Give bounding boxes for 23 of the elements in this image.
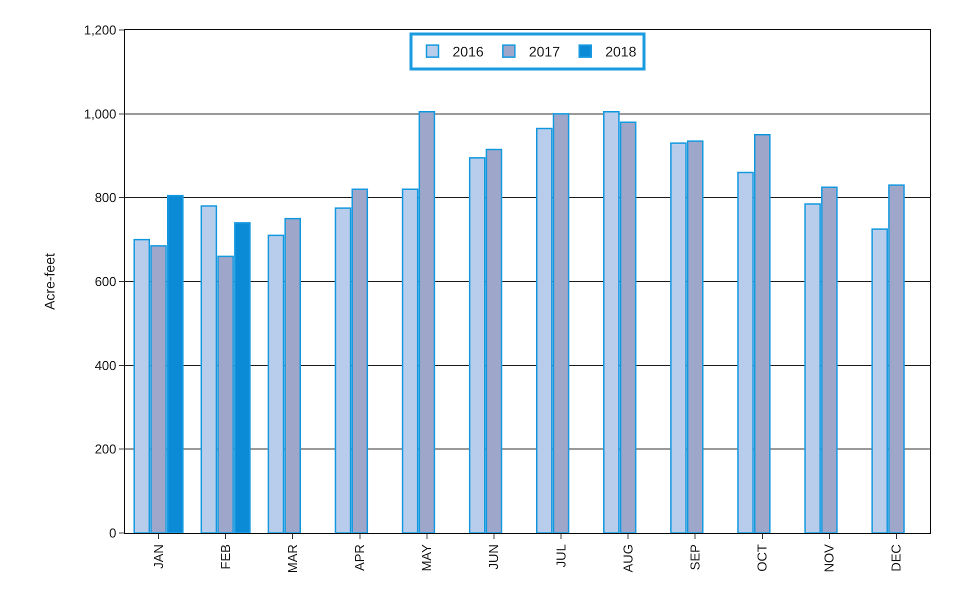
y-axis-title: Acre-feet (41, 252, 58, 310)
y-tick-label: 1,000 (84, 106, 116, 122)
x-tick-label: AUG (620, 544, 636, 572)
legend-label: 2016 (452, 44, 484, 60)
legend-label: 2017 (528, 44, 560, 60)
y-tick-label: 0 (109, 526, 116, 541)
x-tick-label: FEB (218, 544, 233, 570)
x-tick-label: NOV (822, 544, 837, 572)
y-tick-label: 200 (94, 442, 116, 457)
x-tick-label: SEP (687, 544, 702, 570)
x-tick-label: MAY (419, 544, 434, 572)
x-tick-label: DEC (888, 544, 904, 572)
x-tick-label: JUN (486, 544, 502, 570)
x-tick-label: APR (352, 544, 368, 571)
x-tick-label: JUL (553, 544, 568, 568)
y-tick-label: 400 (94, 358, 116, 373)
y-tick-label: 800 (94, 190, 116, 206)
x-tick-label: OCT (754, 544, 770, 572)
x-tick-label: JAN (150, 544, 166, 569)
x-tick-label: MAR (284, 544, 300, 574)
legend-label: 2018 (605, 44, 637, 60)
y-tick-label: 600 (94, 274, 116, 290)
y-tick-label: 1,200 (84, 22, 116, 38)
